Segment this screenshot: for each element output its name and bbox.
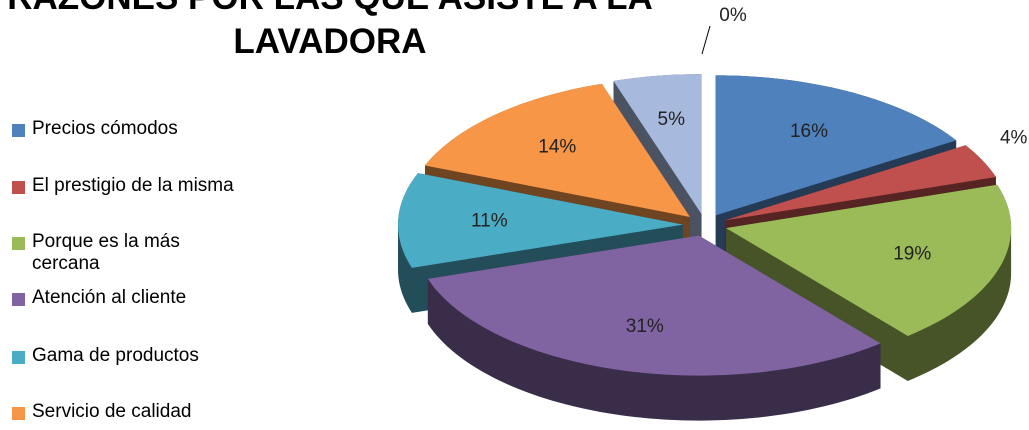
legend-item: El prestigio de la misma	[12, 175, 242, 197]
data-label: 11%	[471, 211, 508, 232]
legend-item: Precios cómodos	[12, 118, 242, 140]
legend-swatch	[12, 293, 25, 306]
legend-label: Precios cómodos	[32, 118, 178, 139]
chart-title: RAZONES POR LAS QUE ASISTE A LA LAVADORA	[7, 0, 653, 61]
slice	[427, 235, 881, 376]
legend: Precios cómodos El prestigio de la misma P…	[12, 0, 312, 430]
legend-label: El prestigio de la misma	[32, 175, 234, 196]
data-label: 16%	[790, 121, 828, 142]
data-label: 5%	[658, 109, 686, 130]
data-label: 19%	[893, 244, 931, 265]
data-label: 31%	[626, 316, 664, 337]
data-label: 0%	[719, 5, 747, 26]
slice	[424, 83, 690, 217]
legend-item: Gama de productos	[12, 345, 242, 367]
legend-item: Atención al cliente	[12, 287, 242, 309]
legend-label: Servicio de calidad	[32, 401, 192, 422]
legend-swatch	[12, 181, 25, 194]
legend-swatch	[12, 124, 25, 137]
slice	[613, 74, 702, 215]
slice	[715, 75, 957, 216]
slice	[398, 173, 684, 268]
leader-line	[701, 25, 711, 55]
legend-label: Gama de productos	[32, 345, 199, 366]
legend-label: Porque es la más cercana	[32, 231, 180, 274]
data-label: 4%	[1000, 128, 1028, 149]
slice	[724, 145, 996, 221]
legend-swatch	[12, 237, 25, 250]
data-label: 14%	[538, 137, 576, 158]
legend-item: Porque es la más cercana	[12, 231, 242, 275]
legend-swatch	[12, 351, 25, 364]
legend-swatch	[12, 407, 25, 420]
legend-label: Atención al cliente	[32, 287, 187, 308]
legend-item: Servicio de calidad	[12, 401, 242, 423]
slice	[726, 184, 1012, 336]
